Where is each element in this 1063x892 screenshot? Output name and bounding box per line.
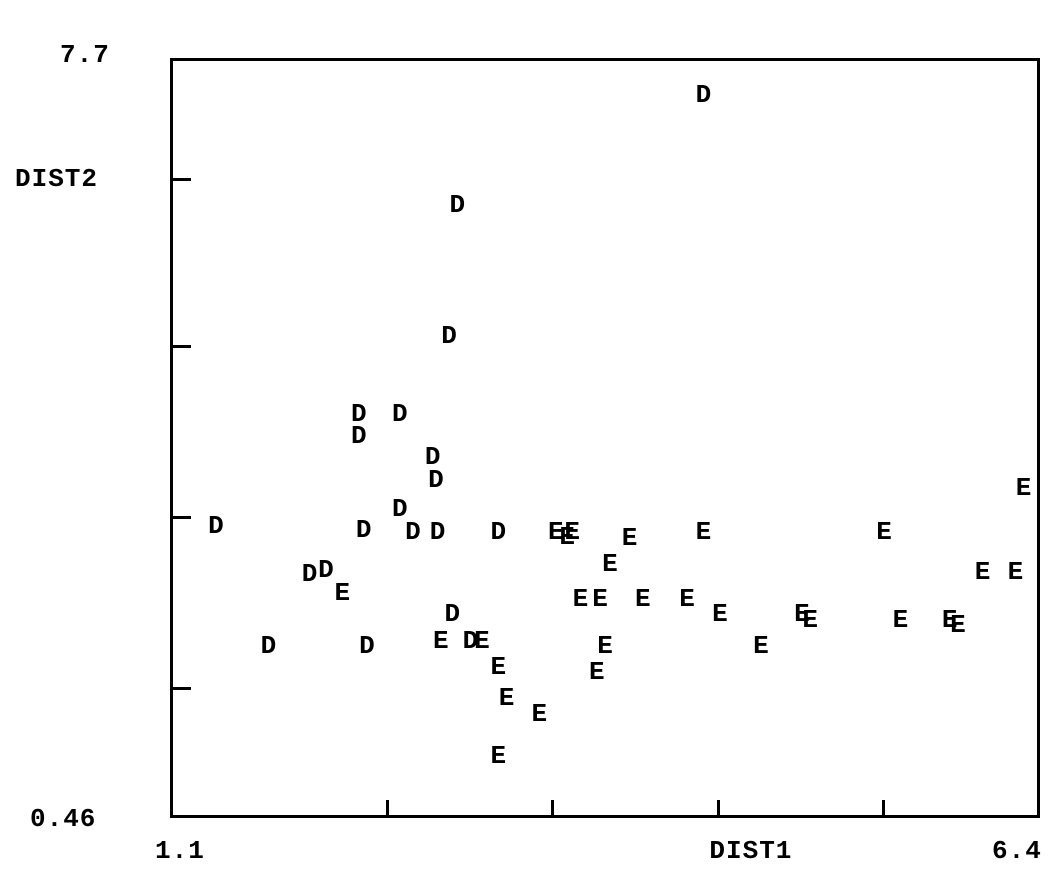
x-tick <box>717 800 720 818</box>
scatter-marker: E <box>712 601 728 627</box>
x-tick <box>386 800 389 818</box>
scatter-marker: E <box>433 628 449 654</box>
scatter-marker: E <box>592 586 608 612</box>
y-axis-title: DIST2 <box>15 164 98 194</box>
scatter-marker: D <box>261 633 277 659</box>
scatter-marker: E <box>975 559 991 585</box>
scatter-marker: D <box>428 467 444 493</box>
x-tick <box>882 800 885 818</box>
scatter-marker: D <box>490 519 506 545</box>
scatter-marker: E <box>622 525 638 551</box>
scatter-marker: E <box>753 633 769 659</box>
scatter-marker: D <box>356 517 372 543</box>
x-axis-min-label: 1.1 <box>155 836 205 866</box>
x-tick <box>551 800 554 818</box>
scatter-marker: D <box>696 82 712 108</box>
y-tick <box>173 687 191 690</box>
scatter-marker: E <box>1016 475 1032 501</box>
scatter-marker: E <box>490 654 506 680</box>
scatter-marker: E <box>602 551 618 577</box>
scatter-chart: 7.7 0.46 DIST2 1.1 6.4 DIST1 DDDDDDDDDDD… <box>0 0 1063 892</box>
x-axis-title: DIST1 <box>709 836 792 866</box>
y-tick <box>173 516 191 519</box>
x-axis-max-label: 6.4 <box>992 836 1042 866</box>
scatter-marker: E <box>474 628 490 654</box>
scatter-marker: E <box>696 519 712 545</box>
y-axis-min-label: 0.46 <box>30 804 96 834</box>
scatter-marker: E <box>532 701 548 727</box>
scatter-marker: E <box>589 659 605 685</box>
scatter-marker: E <box>597 633 613 659</box>
scatter-marker: E <box>559 524 575 550</box>
scatter-marker: E <box>1008 559 1024 585</box>
scatter-marker: D <box>441 323 457 349</box>
y-axis-max-label: 7.7 <box>60 40 110 70</box>
scatter-marker: E <box>679 586 695 612</box>
scatter-marker: E <box>802 607 818 633</box>
scatter-marker: D <box>208 513 224 539</box>
plot-area <box>170 58 1040 818</box>
y-tick <box>173 178 191 181</box>
scatter-marker: D <box>351 423 367 449</box>
scatter-marker: E <box>573 586 589 612</box>
scatter-marker: E <box>950 612 966 638</box>
scatter-marker: E <box>876 519 892 545</box>
scatter-marker: E <box>499 685 515 711</box>
scatter-marker: D <box>405 519 421 545</box>
scatter-marker: D <box>318 557 334 583</box>
scatter-marker: E <box>490 743 506 769</box>
scatter-marker: D <box>430 519 446 545</box>
scatter-marker: D <box>392 401 408 427</box>
scatter-marker: D <box>359 633 375 659</box>
scatter-marker: E <box>893 607 909 633</box>
scatter-marker: E <box>635 586 651 612</box>
scatter-marker: D <box>449 192 465 218</box>
scatter-marker: E <box>335 580 351 606</box>
scatter-marker: D <box>445 601 461 627</box>
y-tick <box>173 345 191 348</box>
scatter-marker: D <box>302 561 318 587</box>
